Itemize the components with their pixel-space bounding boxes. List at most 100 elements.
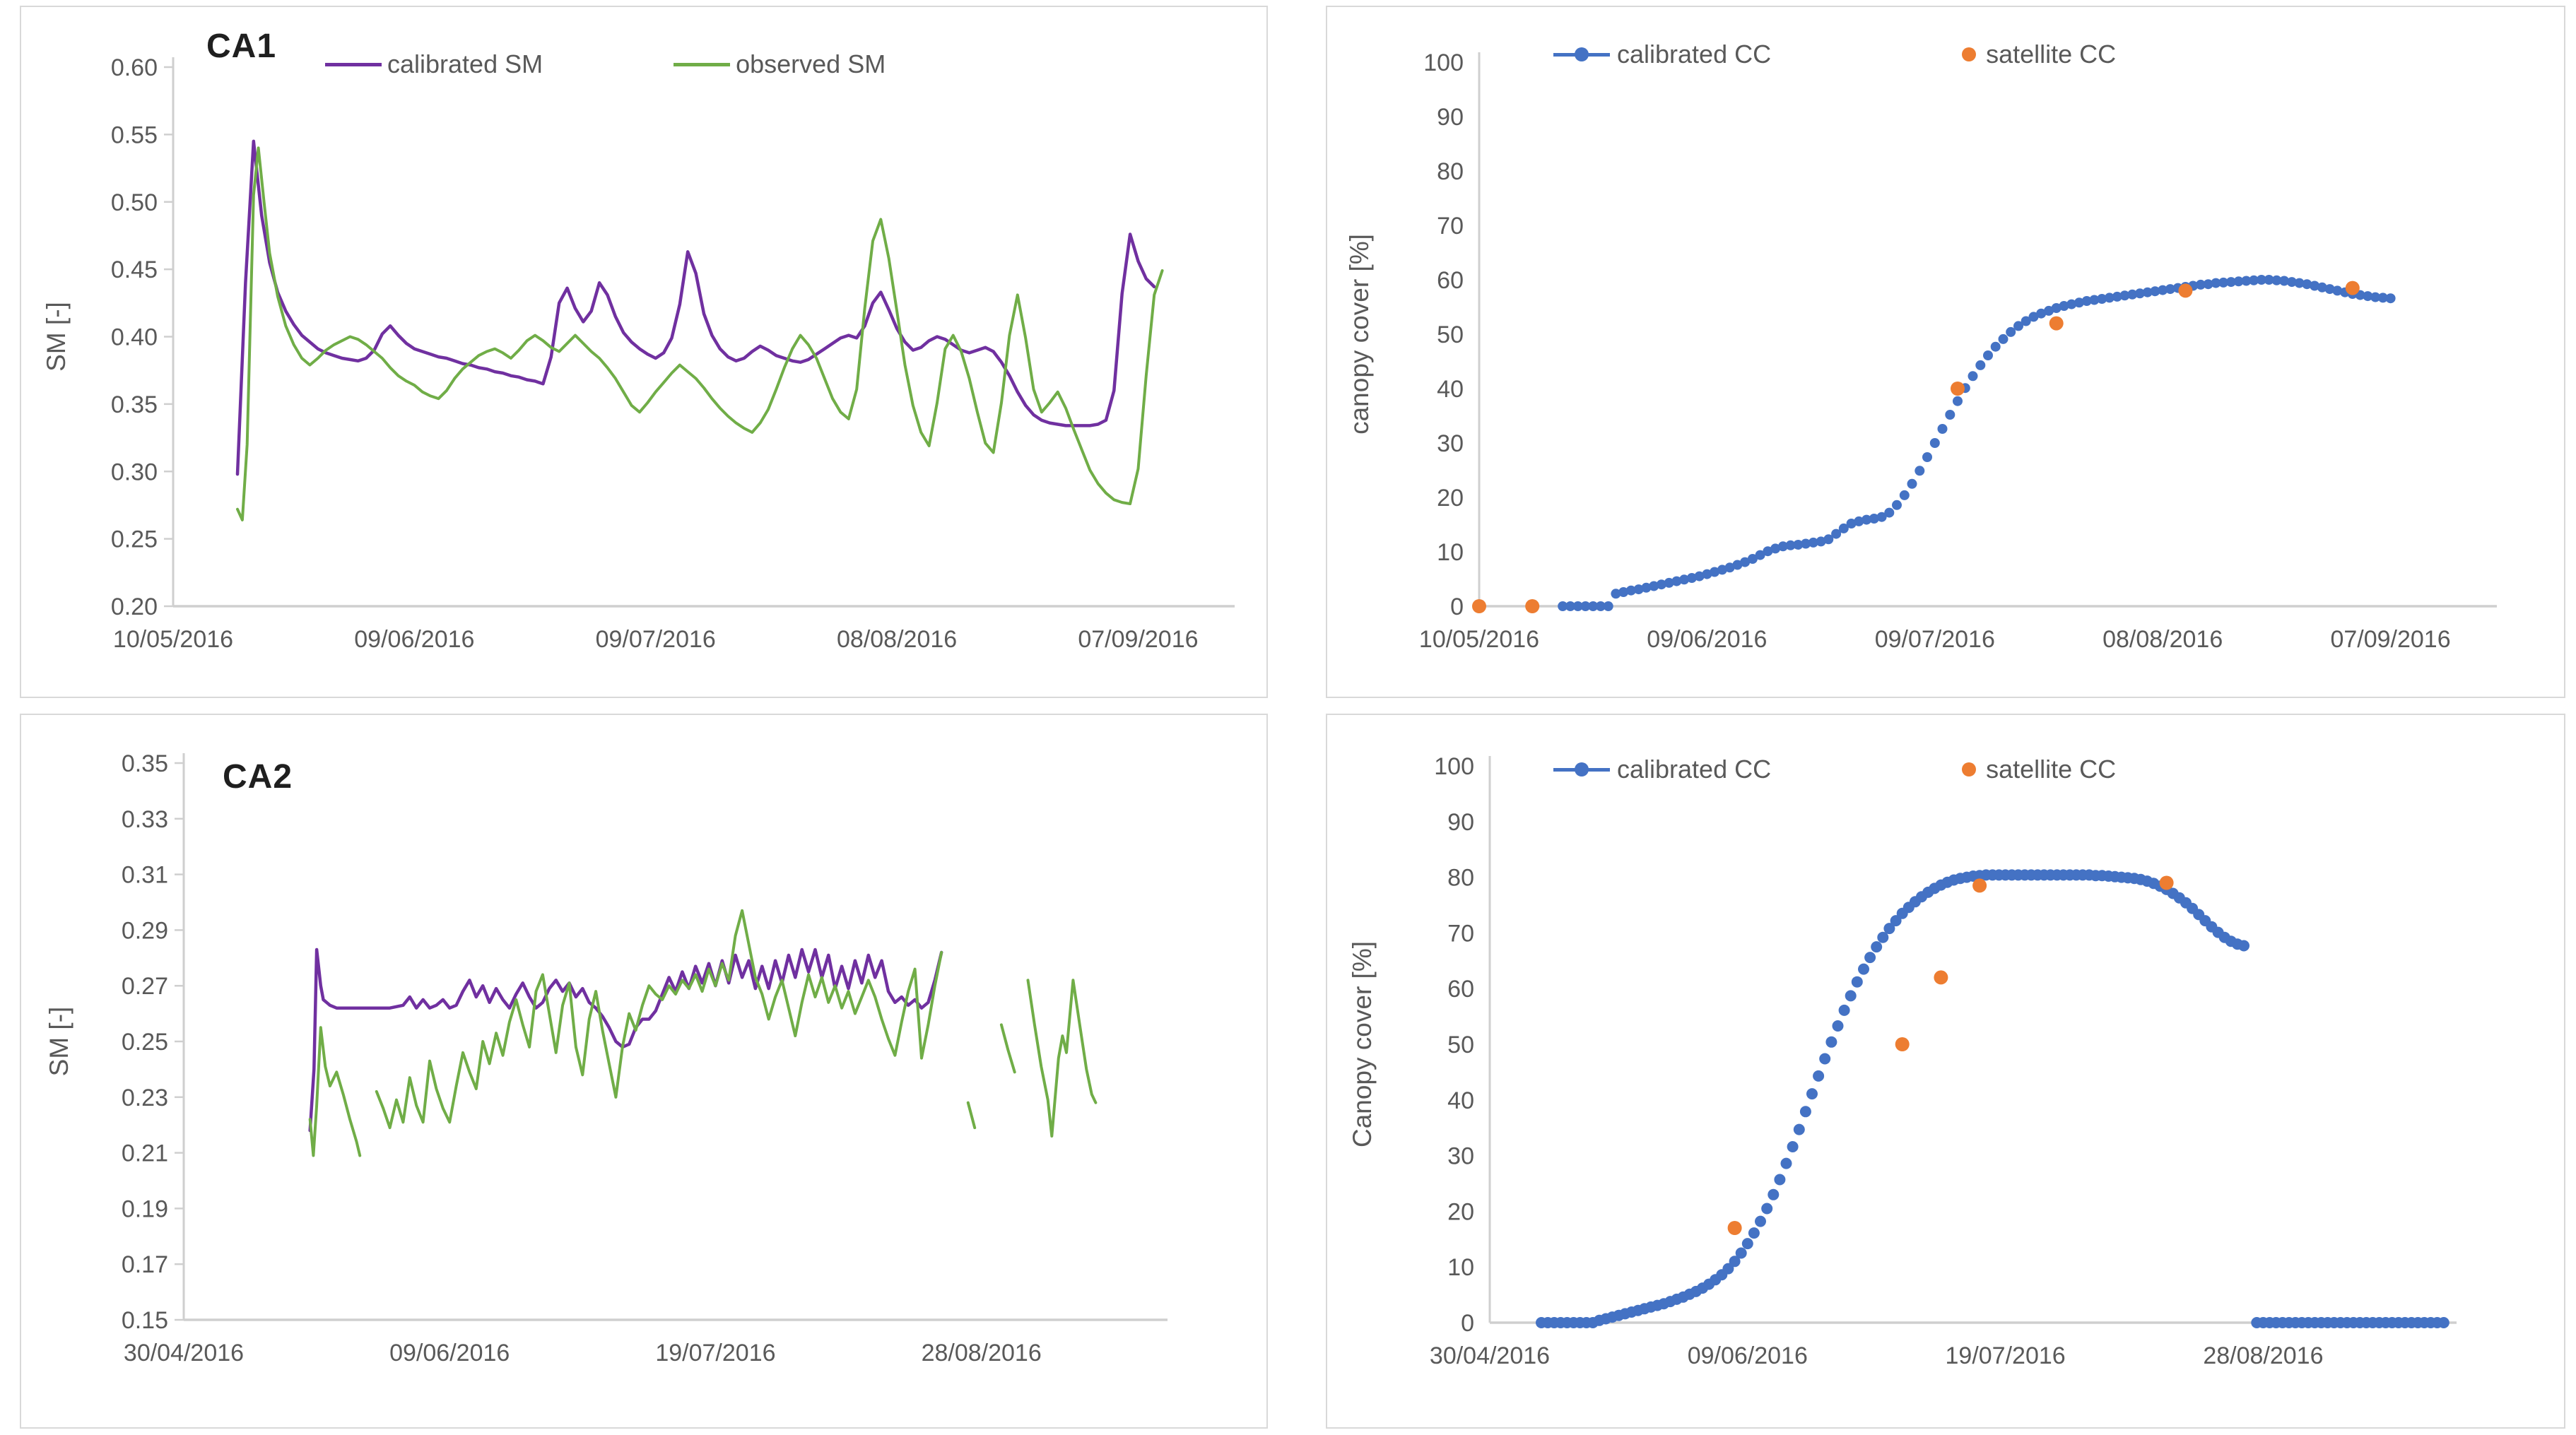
y-tick-label: 0.23 (122, 1085, 168, 1111)
y-tick-label: 0.21 (122, 1140, 168, 1167)
point-calibrated-CC (1907, 478, 1917, 489)
y-tick-label: 70 (1447, 920, 1474, 947)
point-calibrated-CC (1871, 941, 1883, 953)
x-tick-label: 08/08/2016 (837, 626, 957, 653)
point-calibrated-CC (1558, 601, 1568, 611)
point-calibrated-CC (2302, 279, 2312, 290)
point-calibrated-CC (1876, 512, 1887, 522)
point-satellite-CC (1972, 878, 1987, 893)
series-observed-SM (308, 1026, 362, 1157)
calibrated-cc-dotline-swatch-icon (1553, 47, 1610, 61)
x-tick-label: 09/06/2016 (1688, 1342, 1808, 1369)
point-calibrated-CC (2286, 277, 2297, 288)
point-satellite-CC (1934, 970, 1948, 985)
x-tick-label: 28/08/2016 (2203, 1342, 2323, 1369)
legend-label-satellite-cc-2: satellite CC (1986, 755, 2117, 784)
y-axis-title: canopy cover [%] (1345, 234, 1374, 435)
point-satellite-CC (1895, 1037, 1910, 1051)
point-calibrated-CC (2059, 301, 2069, 311)
y-tick-label: 50 (1437, 321, 1464, 348)
x-tick-label: 07/09/2016 (1078, 626, 1198, 653)
y-tick-label: 20 (1437, 485, 1464, 512)
y-tick-label: 0.15 (122, 1307, 168, 1334)
point-calibrated-CC (1747, 554, 1758, 564)
point-calibrated-CC (1869, 514, 1879, 524)
point-calibrated-CC (2203, 279, 2213, 290)
legend-cc2: calibrated CC satellite CC (1553, 755, 2116, 784)
point-calibrated-CC (2013, 321, 2023, 331)
y-tick-label: 0.50 (111, 189, 158, 216)
point-calibrated-CC (1755, 1215, 1766, 1227)
point-calibrated-CC (1990, 341, 2001, 352)
x-tick-label: 08/08/2016 (2102, 626, 2223, 653)
panel-ca1-soil-moisture: 0.20 0.25 0.30 0.35 0.40 0.45 0.50 0.55 0.60 10/0… (20, 6, 1268, 698)
point-calibrated-CC (2363, 291, 2373, 302)
point-calibrated-CC (1625, 585, 1636, 596)
point-calibrated-CC (1787, 1141, 1799, 1152)
point-calibrated-CC (2225, 277, 2236, 288)
point-calibrated-CC (2271, 275, 2282, 285)
point-calibrated-CC (2249, 275, 2259, 285)
y-tick-label: 0.30 (111, 459, 158, 485)
point-calibrated-CC (1641, 582, 1652, 593)
legend-label-observed-sm: observed SM (736, 49, 886, 78)
y-tick-label: 0.60 (111, 54, 158, 81)
point-calibrated-CC (1883, 923, 1895, 935)
point-calibrated-CC (2066, 299, 2077, 309)
point-calibrated-CC (1808, 537, 1818, 548)
point-satellite-CC (1525, 599, 1540, 613)
y-axis-title: SM [-] (42, 302, 71, 372)
legend-item-satellite-cc: satellite CC (1962, 40, 2116, 69)
point-calibrated-CC (2081, 296, 2092, 306)
point-calibrated-CC (1768, 1188, 1780, 1200)
point-calibrated-CC (2097, 294, 2107, 304)
point-calibrated-CC (2437, 1317, 2449, 1328)
legend-item-satellite-cc-2: satellite CC (1962, 755, 2116, 784)
point-calibrated-CC (1838, 523, 1849, 533)
observed-sm-line-swatch-icon (674, 62, 731, 66)
point-calibrated-CC (1748, 1227, 1760, 1239)
x-tick-label: 09/07/2016 (1875, 626, 1995, 653)
point-calibrated-CC (2150, 286, 2160, 297)
point-calibrated-CC (1729, 1256, 1741, 1268)
point-calibrated-CC (1854, 516, 1864, 526)
legend-label-calibrated-cc: calibrated CC (1617, 40, 1772, 69)
point-calibrated-CC (1618, 587, 1629, 597)
point-calibrated-CC (2074, 297, 2084, 308)
point-calibrated-CC (2385, 293, 2396, 304)
x-tick-label: 09/06/2016 (1647, 626, 1767, 653)
y-tick-label: 90 (1437, 104, 1464, 131)
series-observed-SM (375, 909, 943, 1130)
point-calibrated-CC (1770, 543, 1781, 554)
calibrated-cc-dotline-swatch-icon (1553, 762, 1610, 776)
point-calibrated-CC (1588, 601, 1599, 611)
y-axis-title: Canopy cover [%] (1348, 941, 1377, 1147)
point-calibrated-CC (2195, 279, 2206, 290)
y-tick-label: 0.25 (111, 526, 158, 553)
calibrated-sm-line-swatch-icon (325, 62, 382, 66)
point-calibrated-CC (1717, 565, 1727, 575)
point-calibrated-CC (1671, 576, 1682, 586)
point-calibrated-CC (1831, 528, 1842, 539)
point-calibrated-CC (1633, 584, 1644, 595)
y-tick-label: 90 (1447, 809, 1474, 836)
legend-cc1: calibrated CC satellite CC (1553, 40, 2116, 69)
point-calibrated-CC (1975, 360, 1986, 370)
point-calibrated-CC (1722, 1263, 1734, 1275)
point-calibrated-CC (1694, 571, 1705, 581)
y-tick-label: 20 (1447, 1198, 1474, 1225)
point-calibrated-CC (1892, 500, 1902, 510)
y-tick-label: 0.25 (122, 1029, 168, 1056)
point-calibrated-CC (1774, 1174, 1786, 1186)
point-calibrated-CC (2006, 326, 2016, 337)
y-tick-label: 40 (1447, 1087, 1474, 1114)
x-tick-label: 10/05/2016 (113, 626, 233, 653)
x-tick-label: 30/04/2016 (1430, 1342, 1550, 1369)
point-calibrated-CC (1953, 396, 1963, 406)
point-calibrated-CC (1761, 1203, 1773, 1215)
point-calibrated-CC (1686, 573, 1697, 583)
ca1-sm-chart-canvas: 0.20 0.25 0.30 0.35 0.40 0.45 0.50 0.55 0.60 10/0… (42, 54, 1235, 653)
point-calibrated-CC (1825, 1036, 1837, 1048)
y-tick-label: 60 (1437, 267, 1464, 294)
ca2-sm-chart-canvas: 0.15 0.17 0.19 0.21 0.23 0.25 0.27 0.29 0.31 0.33… (45, 750, 1168, 1366)
